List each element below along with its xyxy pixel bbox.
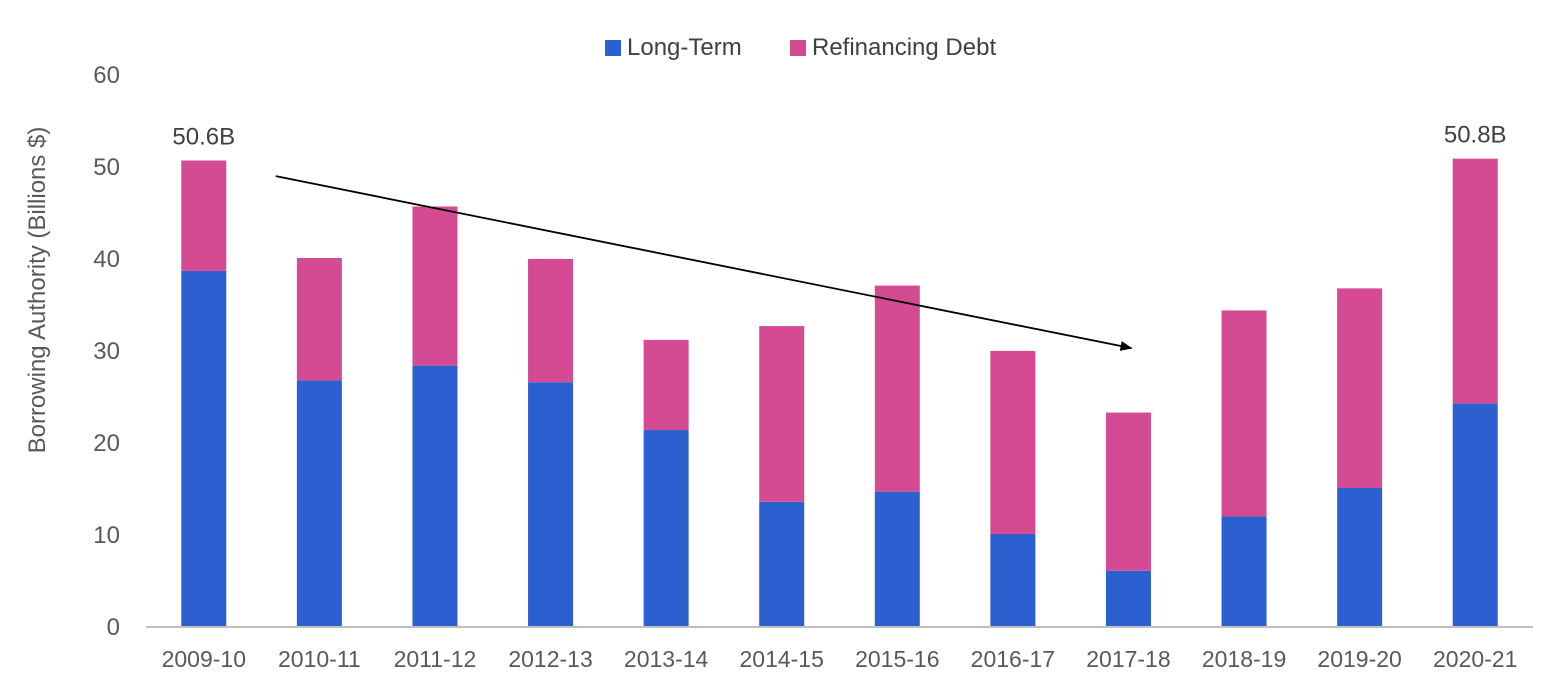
x-tick-label-2020-21: 2020-21: [1433, 646, 1517, 672]
x-tick-label-2013-14: 2013-14: [624, 646, 709, 672]
bar-refinancing-debt-2009-10: [181, 160, 227, 271]
y-tick-label-10: 10: [93, 522, 120, 549]
y-tick-label-30: 30: [93, 338, 120, 365]
y-axis-ticks: 0 10 20 30 40 50 60: [93, 62, 120, 641]
bar-refinancing-debt-2016-17: [990, 350, 1036, 534]
bar-refinancing-debt-2019-20: [1337, 288, 1383, 488]
bar-long-term-2015-16: [874, 491, 920, 626]
legend: Long-Term Refinancing Debt: [605, 34, 996, 61]
y-tick-label-60: 60: [93, 62, 120, 89]
bar-refinancing-debt-2020-21: [1452, 158, 1498, 404]
x-tick-label-2015-16: 2015-16: [855, 646, 939, 672]
x-tick-label-2014-15: 2014-15: [739, 646, 823, 672]
bar-refinancing-debt-2013-14: [643, 339, 689, 431]
legend-label-refinancing-debt: Refinancing Debt: [812, 34, 996, 61]
x-tick-label-2009-10: 2009-10: [162, 646, 246, 672]
bar-long-term-2011-12: [412, 365, 458, 626]
bar-long-term-2016-17: [990, 534, 1036, 626]
x-tick-label-2010-11: 2010-11: [278, 646, 361, 672]
y-tick-label-50: 50: [93, 154, 120, 181]
y-tick-label-40: 40: [93, 246, 120, 273]
bar-long-term-2018-19: [1221, 516, 1267, 626]
annotation-2009-10: 50.6B: [172, 123, 235, 150]
bar-refinancing-debt-2017-18: [1105, 412, 1151, 571]
y-axis-title: Borrowing Authority (Billions $): [24, 127, 51, 454]
annotations: 50.6B 50.8B: [172, 122, 1506, 151]
bar-refinancing-debt-2015-16: [874, 285, 920, 492]
legend-swatch-long-term: [605, 40, 621, 56]
bar-long-term-2019-20: [1337, 488, 1383, 626]
bar-long-term-2020-21: [1452, 403, 1498, 626]
x-tick-label-2019-20: 2019-20: [1317, 646, 1401, 672]
x-axis-labels: 2009-10 2010-11 2011-12 2012-13 2013-14 2014-…: [162, 646, 1518, 672]
legend-label-long-term: Long-Term: [627, 34, 742, 61]
x-tick-label-2016-17: 2016-17: [971, 646, 1055, 672]
bar-long-term-2014-15: [759, 501, 805, 626]
bar-refinancing-debt-2012-13: [528, 258, 574, 383]
x-tick-label-2017-18: 2017-18: [1086, 646, 1170, 672]
bar-refinancing-debt-2010-11: [296, 258, 342, 381]
bar-refinancing-debt-2011-12: [412, 206, 458, 366]
bar-long-term-2013-14: [643, 430, 689, 626]
bar-long-term-2012-13: [528, 382, 574, 626]
bar-refinancing-debt-2014-15: [759, 326, 805, 502]
x-tick-label-2011-12: 2011-12: [394, 646, 477, 672]
bars: [181, 158, 1498, 626]
annotation-2020-21: 50.8B: [1444, 122, 1507, 149]
y-tick-label-20: 20: [93, 430, 120, 457]
bar-long-term-2010-11: [296, 380, 342, 626]
legend-swatch-refinancing-debt: [790, 40, 806, 56]
bar-long-term-2017-18: [1105, 570, 1151, 626]
x-tick-label-2018-19: 2018-19: [1202, 646, 1286, 672]
bar-refinancing-debt-2018-19: [1221, 310, 1267, 517]
trend-arrow: [275, 175, 1132, 348]
bar-long-term-2009-10: [181, 270, 227, 626]
y-tick-label-0: 0: [107, 614, 120, 641]
x-tick-label-2012-13: 2012-13: [508, 646, 592, 672]
